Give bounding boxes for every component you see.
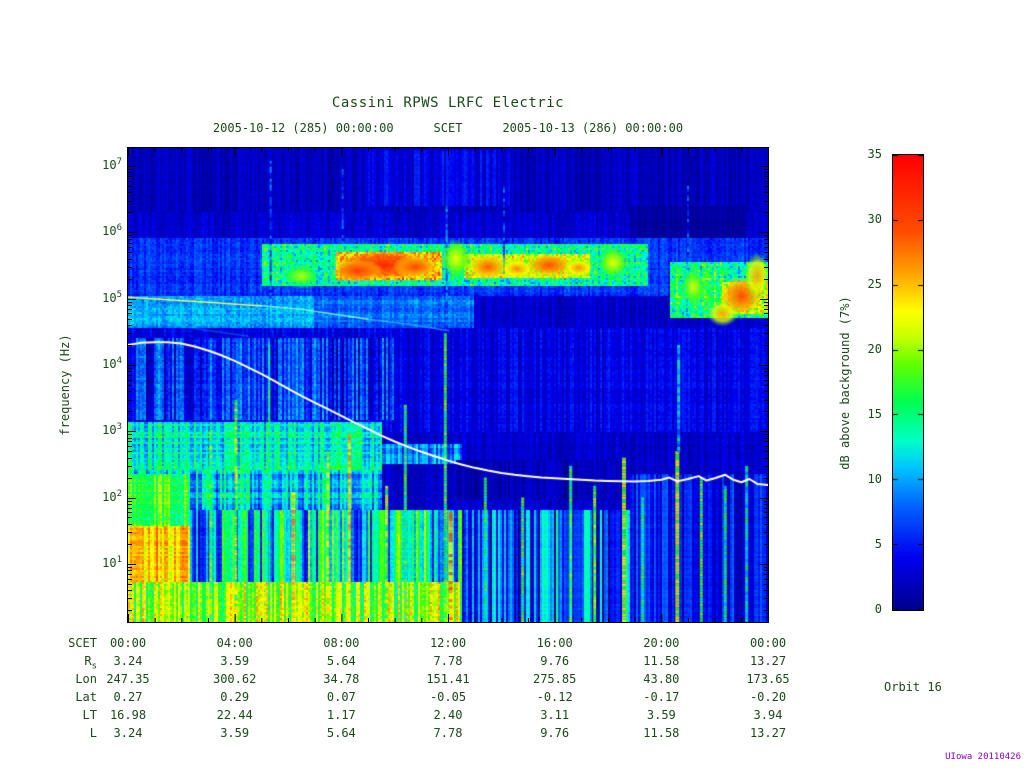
ephemeris-value: -0.17 — [643, 690, 680, 704]
ephemeris-value: 3.59 — [646, 708, 676, 722]
ephemeris-value: 2.40 — [433, 708, 463, 722]
ephemeris-row-label: L — [89, 726, 97, 740]
ephemeris-value: 247.35 — [106, 672, 150, 686]
y-axis-tick-label: 104 — [102, 355, 122, 371]
credit-label: UIowa 20110426 — [945, 752, 1021, 762]
colorbar-tick-label: 0 — [874, 602, 882, 616]
ephemeris-row-lat: Lat 0.27 0.29 0.07 -0.05 -0.12 -0.17 -0.20 — [0, 690, 1024, 708]
ephemeris-value: 04:00 — [216, 636, 253, 650]
colorbar-gradient — [893, 155, 923, 610]
start-datetime-label: 2005-10-12 (285) 00:00:00 — [212, 121, 394, 135]
y-axis-tick-label: 102 — [102, 488, 122, 504]
colorbar-tick-label: 30 — [867, 212, 882, 226]
ephemeris-value: 151.41 — [426, 672, 470, 686]
ephemeris-row-label: SCET — [68, 636, 97, 650]
ephemeris-value: 7.78 — [433, 726, 463, 740]
y-axis-tick-label: 106 — [102, 223, 122, 239]
colorbar-title: dB above background (7%) — [838, 296, 852, 470]
y-axis-tick-label: 107 — [102, 157, 122, 172]
ephemeris-value: 43.80 — [643, 672, 680, 686]
ephemeris-value: 00:00 — [109, 636, 147, 650]
colorbar-tick-label: 5 — [874, 537, 882, 551]
colorbar-tick-label: 10 — [867, 472, 882, 486]
scet-axis-label: SCET — [433, 121, 463, 135]
y-axis-title: frequency (Hz) — [58, 334, 72, 436]
plot-title: Cassini RPWS LRFC Electric — [331, 95, 565, 111]
time-axis-header: 2005-10-12 (285) 00:00:00 SCET 2005-10-1… — [128, 121, 768, 135]
ephemeris-value: 13.27 — [749, 726, 787, 740]
ephemeris-row-label: Lon — [75, 672, 97, 686]
ephemeris-value: 16.98 — [109, 708, 147, 722]
ephemeris-value: 1.17 — [326, 708, 356, 722]
ephemeris-value: -0.05 — [429, 690, 467, 704]
colorbar — [892, 154, 924, 611]
ephemeris-value: 173.65 — [746, 672, 790, 686]
ephemeris-value: 11.58 — [643, 654, 680, 668]
ephemeris-value: 5.64 — [326, 654, 356, 668]
ephemeris-value: 22.44 — [216, 708, 253, 722]
end-datetime-label: 2005-10-13 (286) 00:00:00 — [502, 121, 684, 135]
ephemeris-value: 7.78 — [433, 654, 463, 668]
colorbar-tick-label: 20 — [867, 342, 882, 356]
ephemeris-row-label: LT — [82, 708, 97, 722]
ephemeris-row-rs: Rs 3.24 3.59 5.64 7.78 9.76 11.58 13.27 — [0, 654, 1024, 672]
colorbar-tick-label: 15 — [867, 407, 882, 421]
spectrogram-canvas — [128, 148, 768, 622]
ephemeris-value: 3.59 — [220, 726, 250, 740]
ephemeris-value: 3.59 — [220, 654, 250, 668]
ephemeris-value: 9.76 — [540, 654, 570, 668]
ephemeris-value: 08:00 — [323, 636, 360, 650]
ephemeris-value: -0.12 — [536, 690, 573, 704]
ephemeris-value: 3.24 — [113, 726, 143, 740]
y-axis-tick-label: 105 — [102, 289, 122, 305]
ephemeris-value: 34.78 — [323, 672, 360, 686]
ephemeris-value: 3.94 — [753, 708, 783, 722]
ephemeris-row-l: L 3.24 3.59 5.64 7.78 9.76 11.58 13.27 — [0, 726, 1024, 744]
colorbar-tick-label: 25 — [867, 277, 882, 291]
ephemeris-value: 20:00 — [643, 636, 680, 650]
colorbar-tick-label: 35 — [867, 147, 882, 161]
y-axis-tick-label: 101 — [102, 554, 122, 570]
ephemeris-row-label: Rs — [84, 654, 97, 672]
ephemeris-value: 16:00 — [536, 636, 573, 650]
ephemeris-value: 0.07 — [326, 690, 356, 704]
ephemeris-value: 3.11 — [540, 708, 570, 722]
ephemeris-value: -0.20 — [749, 690, 787, 704]
ephemeris-row-lt: LT 16.98 22.44 1.17 2.40 3.11 3.59 3.94 — [0, 708, 1024, 726]
ephemeris-value: 12:00 — [429, 636, 467, 650]
spectrogram-plot-area — [127, 147, 769, 623]
ephemeris-row-lon: Lon 247.35 300.62 34.78 151.41 275.85 43.80 173… — [0, 672, 1024, 690]
ephemeris-value: 0.27 — [113, 690, 143, 704]
ephemeris-value: 0.29 — [220, 690, 250, 704]
ephemeris-value: 5.64 — [326, 726, 356, 740]
orbit-label: Orbit 16 — [884, 680, 942, 694]
ephemeris-value: 3.24 — [113, 654, 143, 668]
ephemeris-value: 9.76 — [540, 726, 570, 740]
axis-ticks — [128, 148, 768, 622]
ephemeris-value: 11.58 — [643, 726, 680, 740]
ephemeris-value: 275.85 — [532, 672, 577, 686]
ephemeris-row-scet: SCET 00:00 04:00 08:00 12:00 16:00 20:00 00:00 — [0, 636, 1024, 654]
ephemeris-row-label: Lat — [75, 690, 97, 704]
y-axis-tick-label: 103 — [102, 422, 122, 438]
ephemeris-value: 00:00 — [749, 636, 787, 650]
ephemeris-value: 13.27 — [749, 654, 787, 668]
ephemeris-value: 300.62 — [212, 672, 257, 686]
